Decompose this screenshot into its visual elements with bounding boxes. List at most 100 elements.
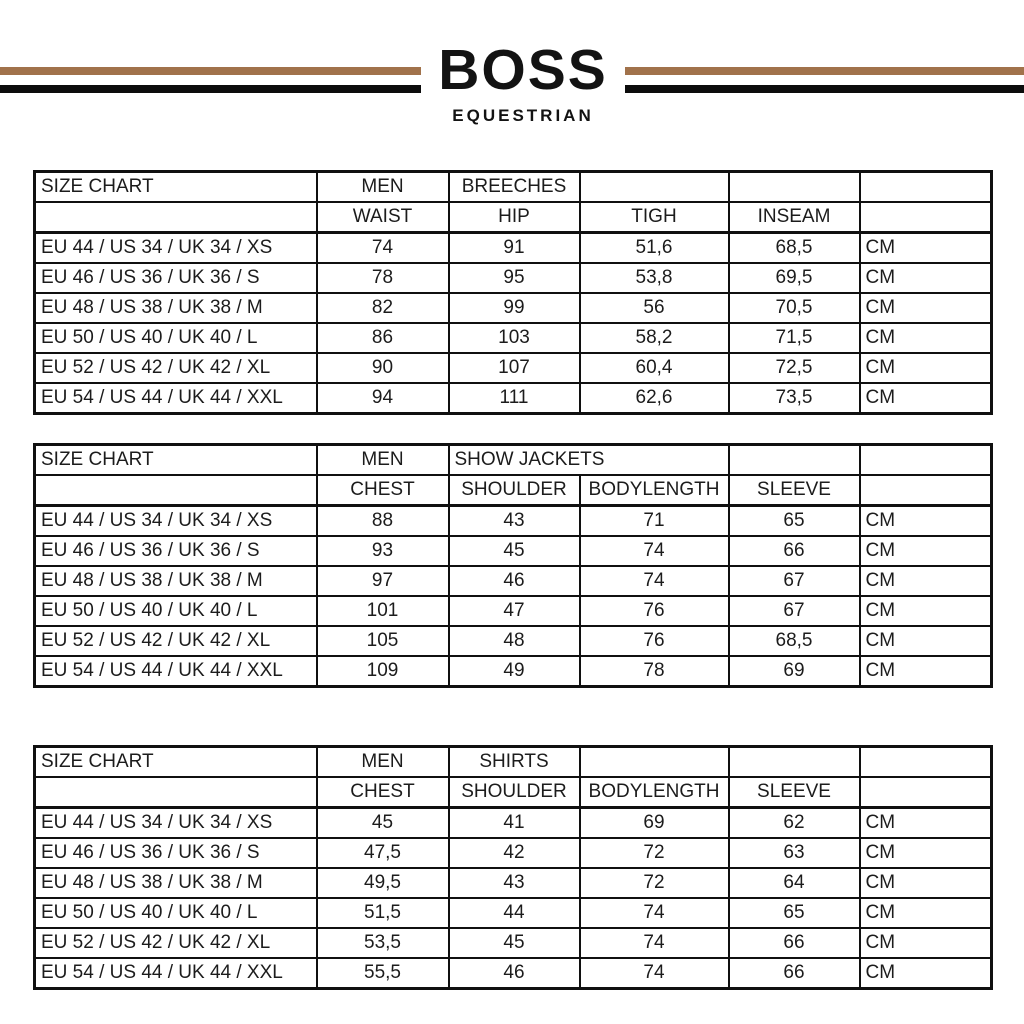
measurement-value: 105 (315, 625, 450, 657)
unit-label: CM (858, 897, 993, 929)
measurement-value: 62,6 (578, 382, 730, 415)
size-row: EU 48 / US 38 / UK 38 / M 97 46 74 67 CM (33, 565, 993, 597)
measurement-value: 43 (447, 504, 581, 537)
measurement-value: 76 (578, 595, 730, 627)
unit-label: CM (858, 867, 993, 899)
measurement-value: 72 (578, 837, 730, 869)
size-row: EU 52 / US 42 / UK 42 / XL 53,5 45 74 66 CM (33, 927, 993, 959)
empty-cell (858, 776, 993, 809)
measurement-value: 47,5 (315, 837, 450, 869)
measurement-value: 88 (315, 504, 450, 537)
measurement-value: 66 (727, 957, 861, 990)
column-header: BODYLENGTH (578, 474, 730, 507)
measurement-value: 95 (447, 262, 581, 294)
unit-label: CM (858, 382, 993, 415)
measurement-value: 53,8 (578, 262, 730, 294)
measurement-value: 45 (447, 535, 581, 567)
table-category: SHIRTS (447, 745, 581, 778)
column-header: WAIST (315, 201, 450, 234)
unit-label: CM (858, 625, 993, 657)
measurement-value: 90 (315, 352, 450, 384)
unit-label: CM (858, 655, 993, 688)
measurement-value: 51,5 (315, 897, 450, 929)
measurement-value: 67 (727, 565, 861, 597)
table-header-row: SIZE CHART MEN SHOW JACKETS (33, 443, 993, 476)
unit-label: CM (858, 837, 993, 869)
measurement-value: 91 (447, 231, 581, 264)
measurement-value: 73,5 (727, 382, 861, 415)
measurement-value: 45 (315, 806, 450, 839)
size-row: EU 54 / US 44 / UK 44 / XXL 109 49 78 69 CM (33, 655, 993, 688)
measurement-value: 43 (447, 867, 581, 899)
size-label: EU 50 / US 40 / UK 40 / L (33, 595, 318, 627)
column-header: CHEST (315, 776, 450, 809)
measurement-value: 111 (447, 382, 581, 415)
empty-cell (727, 443, 861, 476)
measurement-value: 107 (447, 352, 581, 384)
measurement-value: 109 (315, 655, 450, 688)
brand-name: BOSS (438, 38, 608, 102)
table-gender: MEN (315, 443, 450, 476)
table-columns-row: CHEST SHOULDER BODYLENGTH SLEEVE (33, 776, 993, 809)
measurement-value: 56 (578, 292, 730, 324)
size-row: EU 50 / US 40 / UK 40 / L 51,5 44 74 65 CM (33, 897, 993, 929)
unit-label: CM (858, 231, 993, 264)
size-row: EU 50 / US 40 / UK 40 / L 86 103 58,2 71,5 CM (33, 322, 993, 354)
size-row: EU 52 / US 42 / UK 42 / XL 105 48 76 68,5 CM (33, 625, 993, 657)
column-header: INSEAM (727, 201, 861, 234)
measurement-value: 74 (315, 231, 450, 264)
unit-label: CM (858, 565, 993, 597)
size-label: EU 48 / US 38 / UK 38 / M (33, 292, 318, 324)
brand-logo: BOSS EQUESTRIAN (421, 38, 625, 125)
measurement-value: 68,5 (727, 625, 861, 657)
size-label: EU 50 / US 40 / UK 40 / L (33, 897, 318, 929)
size-label: EU 54 / US 44 / UK 44 / XXL (33, 655, 318, 688)
measurement-value: 55,5 (315, 957, 450, 990)
table-columns-row: WAIST HIP TIGH INSEAM (33, 201, 993, 234)
measurement-value: 58,2 (578, 322, 730, 354)
measurement-value: 74 (578, 957, 730, 990)
measurement-value: 72 (578, 867, 730, 899)
size-label: EU 48 / US 38 / UK 38 / M (33, 867, 318, 899)
empty-cell (858, 474, 993, 507)
measurement-value: 71 (578, 504, 730, 537)
measurement-value: 72,5 (727, 352, 861, 384)
size-label: EU 52 / US 42 / UK 42 / XL (33, 352, 318, 384)
empty-cell (33, 201, 318, 234)
brand-subtitle: EQUESTRIAN (452, 106, 594, 125)
empty-cell (727, 170, 861, 203)
size-label: EU 54 / US 44 / UK 44 / XXL (33, 957, 318, 990)
measurement-value: 74 (578, 897, 730, 929)
column-header: SLEEVE (727, 474, 861, 507)
size-label: EU 44 / US 34 / UK 34 / XS (33, 504, 318, 537)
table-title: SIZE CHART (33, 443, 318, 476)
size-row: EU 44 / US 34 / UK 34 / XS 74 91 51,6 68,5 CM (33, 231, 993, 264)
size-label: EU 50 / US 40 / UK 40 / L (33, 322, 318, 354)
measurement-value: 45 (447, 927, 581, 959)
unit-label: CM (858, 927, 993, 959)
size-row: EU 48 / US 38 / UK 38 / M 82 99 56 70,5 CM (33, 292, 993, 324)
unit-label: CM (858, 292, 993, 324)
table-gender: MEN (315, 170, 450, 203)
size-row: EU 46 / US 36 / UK 36 / S 47,5 42 72 63 CM (33, 837, 993, 869)
size-label: EU 44 / US 34 / UK 34 / XS (33, 231, 318, 264)
column-header: BODYLENGTH (578, 776, 730, 809)
brand-stripe-black-right (625, 85, 1024, 93)
unit-label: CM (858, 322, 993, 354)
empty-cell (858, 745, 993, 778)
table-title: SIZE CHART (33, 745, 318, 778)
measurement-value: 67 (727, 595, 861, 627)
measurement-value: 41 (447, 806, 581, 839)
table-columns-row: CHEST SHOULDER BODYLENGTH SLEEVE (33, 474, 993, 507)
column-header: HIP (447, 201, 581, 234)
empty-cell (727, 745, 861, 778)
measurement-value: 74 (578, 927, 730, 959)
column-header: SHOULDER (447, 776, 581, 809)
size-label: EU 52 / US 42 / UK 42 / XL (33, 625, 318, 657)
table-title: SIZE CHART (33, 170, 318, 203)
size-row: EU 46 / US 36 / UK 36 / S 93 45 74 66 CM (33, 535, 993, 567)
measurement-value: 64 (727, 867, 861, 899)
brand-stripe-black-left (0, 85, 421, 93)
measurement-value: 69 (578, 806, 730, 839)
